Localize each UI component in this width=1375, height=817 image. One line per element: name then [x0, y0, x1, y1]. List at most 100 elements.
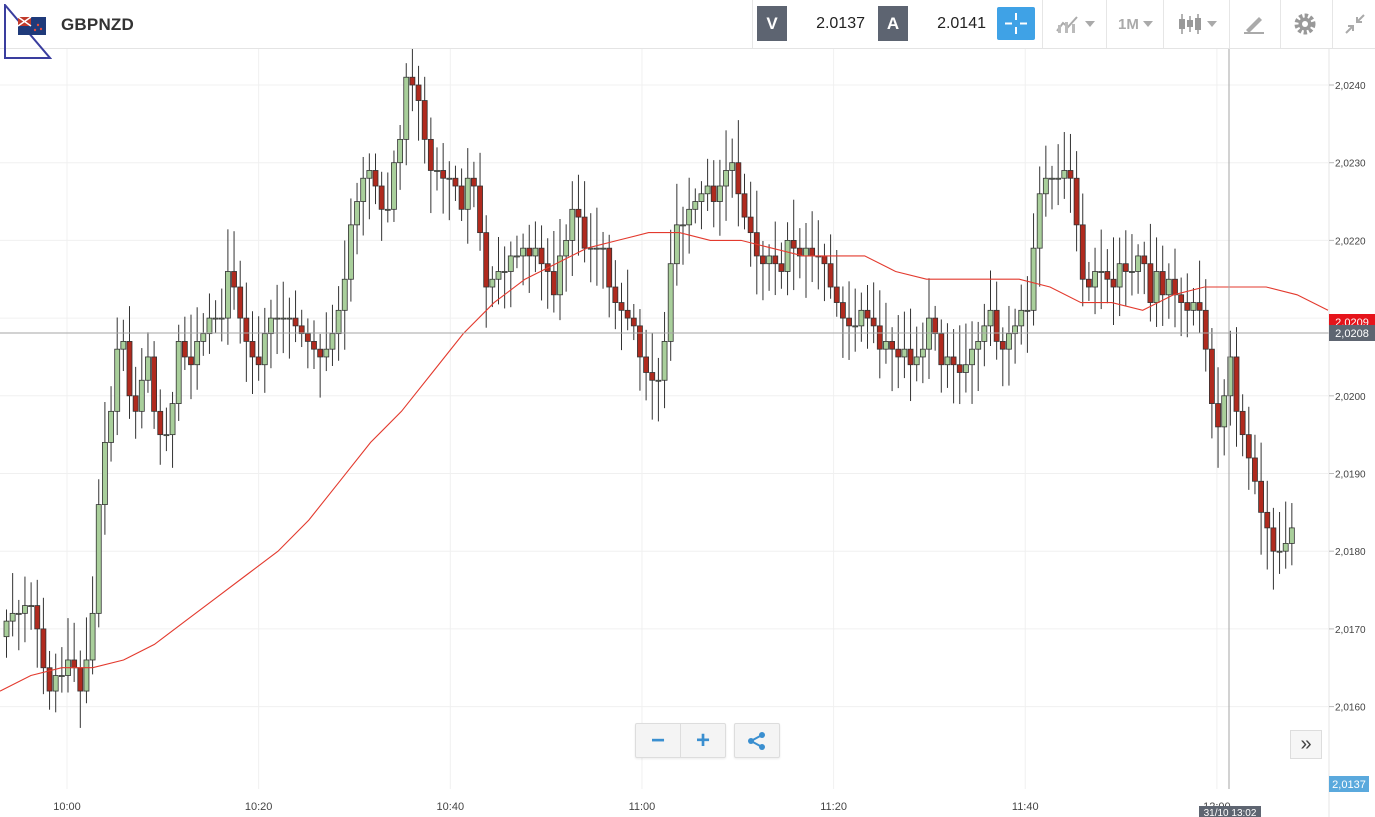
- collapse-button[interactable]: [1343, 6, 1367, 42]
- chart-type-button[interactable]: [1177, 6, 1217, 42]
- candle: [354, 182, 360, 255]
- candle: [157, 389, 164, 465]
- candle: [1159, 245, 1166, 326]
- timeframe-button[interactable]: 1M: [1118, 6, 1153, 42]
- symbol-name: GBPNZD: [61, 15, 134, 34]
- candle: [1098, 229, 1105, 310]
- crosshair-button[interactable]: [997, 7, 1035, 40]
- drawing-tools-button[interactable]: [1242, 6, 1266, 42]
- candle: [311, 320, 317, 370]
- candle: [1178, 277, 1185, 337]
- crosshair-icon: [1005, 13, 1027, 34]
- candle: [366, 153, 373, 220]
- candle: [956, 325, 963, 405]
- candle: [649, 333, 656, 420]
- candle: [108, 386, 114, 462]
- candle: [538, 225, 545, 301]
- candle: [1018, 284, 1025, 345]
- x-tick-label: 10:00: [53, 801, 81, 813]
- candle: [114, 317, 121, 436]
- candle: [1227, 330, 1234, 426]
- x-axis: 10:0010:2010:4011:0011:2011:4012:0012:20…: [53, 801, 1230, 813]
- candle: [71, 622, 78, 682]
- candle: [372, 153, 379, 205]
- candle: [434, 147, 440, 191]
- candle: [827, 234, 834, 299]
- candle: [1264, 480, 1271, 570]
- candle: [1122, 230, 1129, 306]
- candle: [532, 221, 539, 273]
- candle: [495, 237, 502, 305]
- candle: [218, 288, 225, 342]
- candle: [630, 303, 637, 341]
- candle: [145, 332, 151, 393]
- candle: [347, 198, 354, 302]
- candle: [46, 650, 53, 710]
- candle: [803, 223, 809, 298]
- candle: [1042, 145, 1049, 217]
- candle: [378, 171, 385, 241]
- candle: [772, 221, 779, 296]
- x-tick-label: 11:40: [1012, 801, 1039, 813]
- candle: [323, 312, 330, 372]
- candle: [729, 138, 736, 198]
- candle: [452, 165, 459, 201]
- settings-button[interactable]: [1292, 6, 1318, 42]
- candle: [1030, 213, 1037, 326]
- scroll-right-icon[interactable]: »: [1290, 730, 1322, 759]
- candle: [1288, 503, 1295, 566]
- candle: [698, 181, 705, 230]
- moving-average-line: [0, 232, 1329, 692]
- candle: [1104, 249, 1111, 304]
- sell-price-button[interactable]: V 2.0137: [757, 6, 865, 41]
- candle: [58, 647, 65, 693]
- candle: [710, 160, 717, 228]
- candle: [704, 158, 711, 211]
- candle: [550, 230, 557, 313]
- candle: [1055, 144, 1062, 206]
- candle: [1282, 501, 1289, 569]
- candle: [637, 309, 643, 391]
- candle: [901, 311, 908, 379]
- candle: [969, 321, 975, 404]
- candle: [95, 479, 102, 628]
- buy-label: A: [878, 6, 908, 41]
- candle: [1110, 237, 1117, 326]
- candle: [889, 327, 895, 392]
- x-tick-label: 11:00: [629, 801, 656, 813]
- gb-nz-flag-icon[interactable]: [4, 2, 53, 60]
- candle: [464, 148, 471, 244]
- candle: [1086, 261, 1092, 301]
- buy-price-button[interactable]: A 2.0141: [878, 6, 986, 41]
- candle: [489, 266, 496, 308]
- candle: [606, 234, 613, 318]
- candle: [403, 63, 410, 166]
- candle: [963, 323, 969, 393]
- candle: [470, 161, 477, 208]
- candle: [341, 240, 348, 350]
- candle: [212, 300, 219, 333]
- candle: [1196, 260, 1203, 333]
- sell-label: V: [757, 6, 787, 41]
- candle: [594, 207, 600, 286]
- crosshair-time-label: 31/10 13:02: [1204, 808, 1257, 817]
- candle: [286, 297, 293, 359]
- candle: [384, 172, 391, 223]
- candle: [415, 65, 422, 141]
- candle: [618, 282, 625, 351]
- candle: [52, 653, 59, 713]
- candle: [784, 222, 791, 296]
- zoom-out-icon[interactable]: −: [650, 726, 665, 754]
- candle: [1239, 394, 1246, 457]
- share-icon[interactable]: [735, 724, 779, 757]
- candle: [840, 286, 846, 358]
- candle: [1202, 279, 1209, 372]
- chart-toolbar: GBPNZD V 2.0137 A 2.0141 1M: [0, 0, 1375, 59]
- candle: [237, 260, 244, 344]
- candle: [993, 281, 1000, 360]
- zoom-in-icon[interactable]: +: [680, 724, 725, 757]
- candle: [778, 242, 785, 289]
- candlestick-chart[interactable]: 2,01602,01702,01802,01902,02002,02102,02…: [0, 49, 1375, 817]
- y-tick-label: 2,0170: [1335, 625, 1366, 636]
- indicators-button[interactable]: [1055, 6, 1095, 42]
